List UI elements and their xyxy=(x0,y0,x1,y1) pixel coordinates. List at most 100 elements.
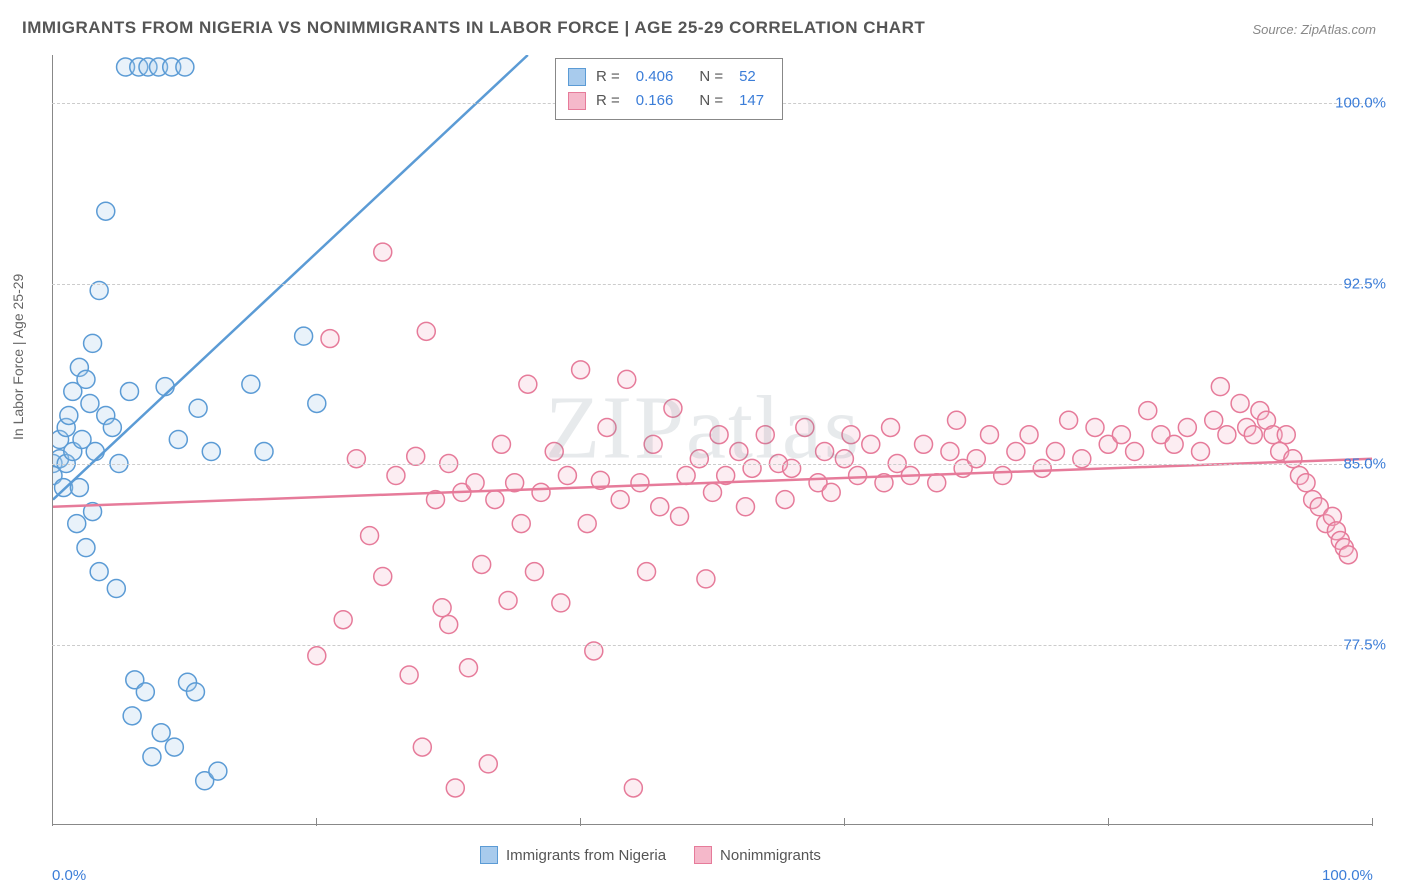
legend-swatch xyxy=(568,92,586,110)
data-point xyxy=(882,418,900,436)
data-point xyxy=(697,570,715,588)
data-point xyxy=(618,370,636,388)
data-point xyxy=(1046,443,1064,461)
data-point xyxy=(677,467,695,485)
chart-title: IMMIGRANTS FROM NIGERIA VS NONIMMIGRANTS… xyxy=(22,18,925,38)
legend-swatch xyxy=(568,68,586,86)
data-point xyxy=(1297,474,1315,492)
data-point xyxy=(202,443,220,461)
y-tick-label: 100.0% xyxy=(1335,95,1386,112)
data-point xyxy=(433,599,451,617)
data-point xyxy=(84,334,102,352)
data-point xyxy=(1244,426,1262,444)
x-tick-label: 0.0% xyxy=(52,867,86,884)
source-label: Source: ZipAtlas.com xyxy=(1252,22,1376,37)
data-point xyxy=(486,491,504,509)
data-point xyxy=(77,539,95,557)
data-point xyxy=(611,491,629,509)
data-point xyxy=(1218,426,1236,444)
data-point xyxy=(1165,435,1183,453)
data-point xyxy=(545,443,563,461)
data-point xyxy=(1139,402,1157,420)
data-point xyxy=(361,527,379,545)
data-point xyxy=(578,515,596,533)
data-point xyxy=(994,467,1012,485)
data-point xyxy=(572,361,590,379)
data-point xyxy=(624,779,642,797)
data-point xyxy=(849,467,867,485)
data-point xyxy=(1205,411,1223,429)
data-point xyxy=(928,474,946,492)
data-point xyxy=(1126,443,1144,461)
data-point xyxy=(255,443,273,461)
data-point xyxy=(519,375,537,393)
data-point xyxy=(1231,394,1249,412)
data-point xyxy=(308,394,326,412)
legend-label: Nonimmigrants xyxy=(720,847,821,864)
data-point xyxy=(176,58,194,76)
data-point xyxy=(413,738,431,756)
data-point xyxy=(756,426,774,444)
data-point xyxy=(631,474,649,492)
data-point xyxy=(704,483,722,501)
data-point xyxy=(1007,443,1025,461)
data-point xyxy=(638,563,656,581)
gridline xyxy=(52,464,1372,465)
data-point xyxy=(209,762,227,780)
correlation-legend: R =0.406N =52R =0.166N =147 xyxy=(555,58,783,120)
data-point xyxy=(165,738,183,756)
data-point xyxy=(60,406,78,424)
data-point xyxy=(68,515,86,533)
x-tick xyxy=(52,818,53,826)
data-point xyxy=(1277,426,1295,444)
legend-label: Immigrants from Nigeria xyxy=(506,847,666,864)
data-point xyxy=(525,563,543,581)
data-point xyxy=(948,411,966,429)
r-value: 0.166 xyxy=(636,89,674,113)
x-tick xyxy=(580,818,581,826)
data-point xyxy=(407,447,425,465)
data-point xyxy=(107,580,125,598)
data-point xyxy=(121,382,139,400)
n-label: N = xyxy=(699,89,723,113)
n-value: 52 xyxy=(739,65,756,89)
data-point xyxy=(512,515,530,533)
data-point xyxy=(736,498,754,516)
data-point xyxy=(980,426,998,444)
r-value: 0.406 xyxy=(636,65,674,89)
data-point xyxy=(862,435,880,453)
data-point xyxy=(783,459,801,477)
data-point xyxy=(77,370,95,388)
r-label: R = xyxy=(596,65,620,89)
data-point xyxy=(492,435,510,453)
data-point xyxy=(671,507,689,525)
data-point xyxy=(400,666,418,684)
data-point xyxy=(123,707,141,725)
data-point xyxy=(295,327,313,345)
data-point xyxy=(776,491,794,509)
data-point xyxy=(816,443,834,461)
data-point xyxy=(103,418,121,436)
data-point xyxy=(710,426,728,444)
y-tick-label: 85.0% xyxy=(1343,456,1386,473)
x-tick xyxy=(316,818,317,826)
data-point xyxy=(730,443,748,461)
data-point xyxy=(90,563,108,581)
x-tick xyxy=(1108,818,1109,826)
gridline xyxy=(52,645,1372,646)
data-point xyxy=(1112,426,1130,444)
data-point xyxy=(136,683,154,701)
data-point xyxy=(86,443,104,461)
data-point xyxy=(1192,443,1210,461)
x-tick-label: 100.0% xyxy=(1322,867,1373,884)
data-point xyxy=(1178,418,1196,436)
legend-row: R =0.406N =52 xyxy=(568,65,770,89)
data-point xyxy=(796,418,814,436)
y-axis-label: In Labor Force | Age 25-29 xyxy=(10,274,26,440)
x-tick xyxy=(1372,818,1373,826)
data-point xyxy=(189,399,207,417)
legend-item: Nonimmigrants xyxy=(694,846,821,864)
data-point xyxy=(743,459,761,477)
data-point xyxy=(1339,546,1357,564)
data-point xyxy=(558,467,576,485)
